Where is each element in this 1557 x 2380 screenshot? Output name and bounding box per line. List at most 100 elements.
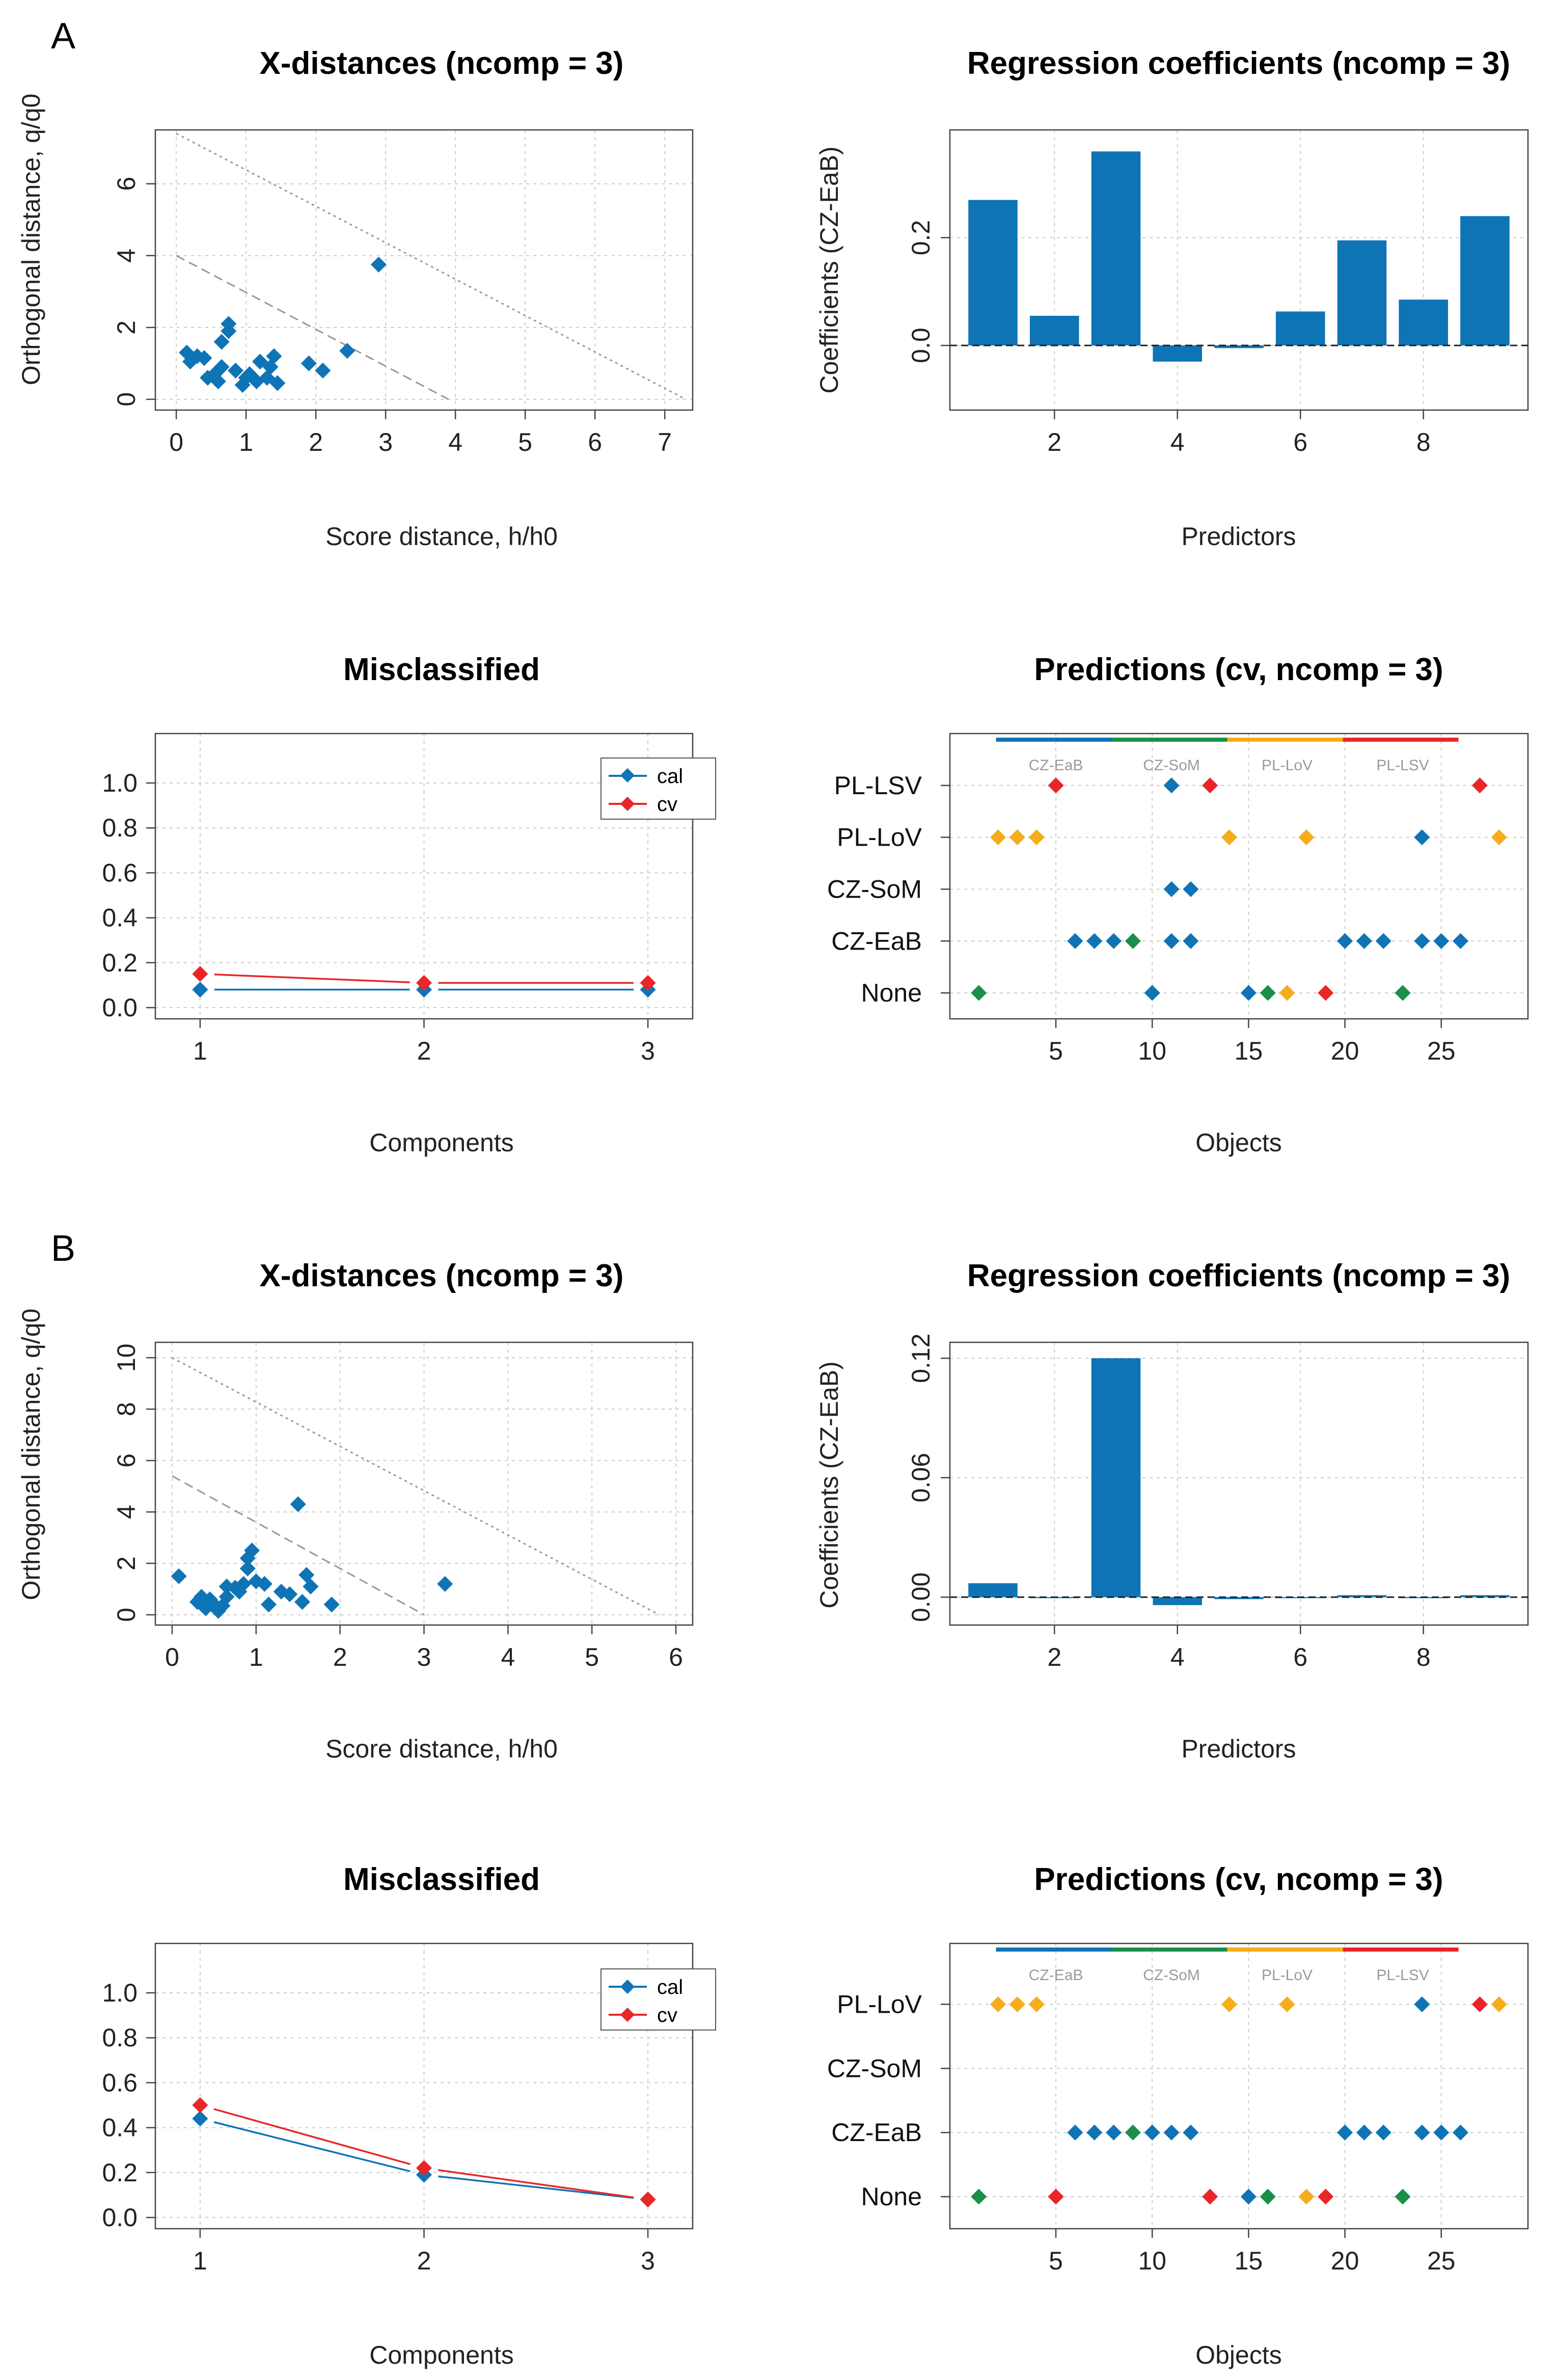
a-xdist-point-3: [196, 350, 212, 366]
b-pred-category-pl-lov: PL-LoV: [837, 1990, 922, 2019]
a-pred-point-6: [1028, 829, 1045, 846]
b-pred-point-16: [1356, 2124, 1372, 2141]
a-pred-grouplabel-pl-lsv: PL-LSV: [1376, 757, 1429, 774]
a-xdist-xticklabel-7: 7: [658, 428, 672, 456]
a-regcoef-frame: [949, 129, 1529, 411]
a-pred-point-16: [1125, 933, 1141, 949]
b-xdist-yticklabel-2: 4: [112, 1505, 141, 1519]
b-xdist-point-21: [290, 1496, 306, 1512]
b-regcoef-xticklabel-2: 6: [1293, 1643, 1307, 1671]
b-pred-xticklabel-4: 25: [1427, 2247, 1456, 2275]
b-pred-point-2: [1028, 1996, 1045, 2013]
b-pred-category-cz-eab: CZ-EaB: [831, 2118, 922, 2147]
a-pred-point-25: [971, 985, 987, 1001]
b-pred-point-21: [971, 2188, 987, 2205]
b-pred-point-18: [1414, 2124, 1430, 2141]
a-legend-cv: cv: [657, 793, 677, 816]
b-xdist-point-12: [235, 1576, 252, 1592]
b-xdist-limit-line-1: [172, 1357, 660, 1616]
b-regcoef-xticklabel-1: 4: [1170, 1643, 1185, 1671]
panel-label-b: B: [51, 1228, 75, 1269]
a-miscl-yticklabel-4: 0.8: [102, 814, 138, 842]
b-miscl-xticklabel-0: 1: [193, 2247, 207, 2275]
b-pred-grouplabel-pl-lov: PL-LoV: [1262, 1967, 1313, 1984]
a-xdist-ylabel: Orthogonal distance, q/q0: [17, 94, 45, 386]
a-xdist-xticklabel-1: 1: [239, 428, 253, 456]
a-miscl-yticklabel-3: 0.6: [102, 858, 138, 887]
b-xdist-point-24: [303, 1578, 319, 1594]
a-xdist-point-21: [301, 355, 317, 371]
a-pred-point-18: [1183, 933, 1199, 949]
a-regcoef-bar-6: [1275, 311, 1325, 346]
b-miscl-cal-point-1: [192, 2111, 208, 2127]
a-pred-frame: [949, 733, 1529, 1020]
a-pred-xticklabel-3: 20: [1331, 1037, 1359, 1065]
b-pred-point-8: [1067, 2124, 1083, 2141]
b-xdist-point-13: [239, 1560, 256, 1577]
b-pred-point-22: [1048, 2188, 1064, 2205]
b-pred-point-3: [1221, 1996, 1238, 2013]
a-pred-point-22: [1414, 933, 1430, 949]
panel-label-a: A: [51, 16, 75, 57]
b-pred-point-9: [1086, 2124, 1103, 2141]
b-pred-frame: [949, 1942, 1529, 2230]
b-regcoef-bar-5: [1214, 1597, 1264, 1600]
b-xdist-yticklabel-3: 6: [112, 1453, 141, 1468]
a-pred-point-17: [1163, 933, 1180, 949]
a-regcoef-xticklabel-0: 2: [1047, 428, 1061, 456]
a-pred-point-13: [1067, 933, 1083, 949]
b-pred-category-none: None: [861, 2182, 922, 2211]
a-pred-point-3: [1471, 777, 1488, 794]
a-miscl-xticklabel-2: 3: [641, 1037, 655, 1065]
b-miscl-cal-segment-1: [438, 2175, 634, 2199]
b-xdist-xticklabel-1: 1: [249, 1643, 263, 1671]
a-pred-category-pl-lov: PL-LoV: [837, 823, 922, 852]
b-regcoef-yticklabel-1: 0.06: [907, 1453, 935, 1502]
a-pred-grouplabel-cz-som: CZ-SoM: [1143, 757, 1200, 774]
a-regcoef-bar-3: [1091, 151, 1141, 346]
a-pred-point-30: [1318, 985, 1334, 1001]
b-regcoef-bar-1: [968, 1583, 1018, 1598]
a-xdist-point-7: [213, 359, 230, 375]
b-regcoef-bar-3: [1091, 1358, 1141, 1598]
b-legend-cv: cv: [657, 2004, 677, 2026]
b-regcoef-yticklabel-2: 0.12: [907, 1334, 935, 1383]
a-pred-title: Predictions (cv, ncomp = 3): [1034, 652, 1443, 687]
a-pred-point-15: [1106, 933, 1122, 949]
a-legend-cal-marker: [620, 768, 635, 783]
b-regcoef-yticklabel-0: 0.00: [907, 1573, 935, 1622]
a-miscl-yticklabel-1: 0.2: [102, 949, 138, 977]
a-xdist-yticklabel-2: 4: [112, 249, 141, 263]
a-pred-plot: 5 10 15 20 25 None CZ-EaB CZ-SoM PL-LoV PL-LSV CZ-…: [827, 733, 1529, 1065]
b-pred-title: Predictions (cv, ncomp = 3): [1034, 1862, 1443, 1897]
b-pred-point-23: [1202, 2188, 1218, 2205]
b-xdist-point-26: [437, 1576, 453, 1592]
b-xdist-yticklabel-4: 8: [112, 1402, 141, 1416]
b-miscl-cv-point-1: [192, 2097, 208, 2114]
a-pred-point-24: [1453, 933, 1469, 949]
a-pred-point-19: [1337, 933, 1353, 949]
b-xdist-point-17: [256, 1576, 272, 1592]
a-pred-xticklabel-0: 5: [1049, 1037, 1063, 1065]
a-regcoef-xlabel: Predictors: [1181, 522, 1296, 551]
a-regcoef-bar-2: [1029, 315, 1079, 346]
a-xdist-xticklabel-0: 0: [169, 428, 183, 456]
a-pred-point-7: [1221, 829, 1238, 846]
b-miscl-cv-segment-0: [213, 2108, 411, 2166]
a-miscl-cv-segment-0: [214, 973, 410, 984]
b-miscl-xticklabel-2: 3: [641, 2247, 655, 2275]
a-regcoef-bar-1: [968, 200, 1018, 346]
b-xdist-xticklabel-2: 2: [333, 1643, 347, 1671]
b-pred-point-12: [1144, 2124, 1160, 2141]
a-pred-category-cz-som: CZ-SoM: [827, 875, 922, 903]
b-pred-point-10: [1106, 2124, 1122, 2141]
b-miscl-xlabel: Components: [369, 2341, 514, 2369]
b-pred-point-4: [1279, 1996, 1295, 2013]
a-miscl-cv-point-1: [192, 966, 208, 982]
a-pred-point-26: [1144, 985, 1160, 1001]
a-regcoef-xticklabel-3: 8: [1416, 428, 1431, 456]
b-pred-point-15: [1337, 2124, 1353, 2141]
a-pred-point-1: [1163, 777, 1180, 794]
a-pred-point-28: [1260, 985, 1276, 1001]
a-miscl-plot: 1 2 3 0.0 0.2 0.4 0.6 0.8 1.0: [102, 733, 694, 1065]
